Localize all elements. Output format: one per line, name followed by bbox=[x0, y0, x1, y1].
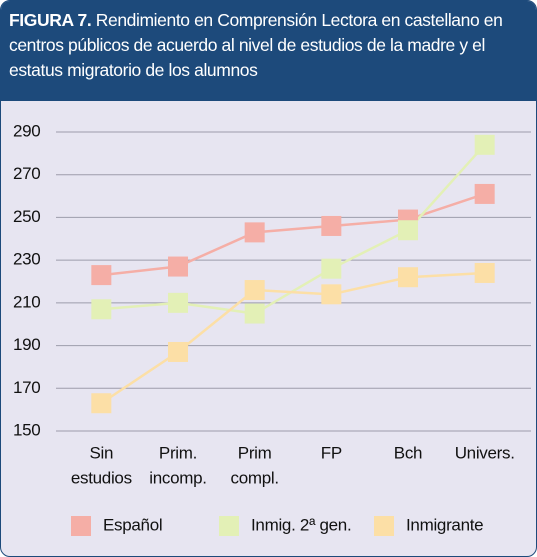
x-tick-label: Sin bbox=[89, 443, 113, 462]
x-tick-label: Prim. bbox=[159, 443, 197, 462]
y-tick-label: 230 bbox=[13, 250, 40, 269]
marker bbox=[474, 134, 495, 155]
marker bbox=[398, 220, 418, 241]
y-tick-label: 170 bbox=[13, 378, 40, 397]
y-tick-label: 290 bbox=[13, 121, 40, 140]
legend-label: Inmigrante bbox=[406, 515, 483, 534]
x-tick-label: estudios bbox=[71, 468, 132, 487]
chart-title: Rendimiento en Comprensión Lectora en ca… bbox=[9, 10, 503, 80]
x-tick-label: incomp. bbox=[149, 468, 206, 487]
marker bbox=[168, 292, 188, 313]
marker bbox=[321, 215, 342, 236]
marker bbox=[91, 265, 112, 286]
x-tick-label: compl. bbox=[231, 468, 279, 487]
header: FIGURA 7. Rendimiento en Comprensión Lec… bbox=[1, 1, 536, 101]
y-tick-label: 150 bbox=[13, 420, 40, 439]
y-tick-label: 190 bbox=[13, 335, 40, 354]
marker bbox=[168, 341, 188, 362]
x-tick-label: Bch bbox=[394, 443, 422, 462]
marker bbox=[91, 299, 112, 320]
y-tick-label: 210 bbox=[13, 292, 40, 311]
legend-swatch bbox=[219, 516, 239, 536]
marker bbox=[474, 262, 495, 283]
figure-label: FIGURA 7. bbox=[9, 10, 92, 30]
marker bbox=[244, 303, 265, 324]
x-tick-label: Prim bbox=[238, 443, 272, 462]
marker bbox=[168, 256, 188, 277]
legend-swatch bbox=[71, 516, 91, 536]
marker bbox=[244, 280, 265, 301]
marker bbox=[321, 284, 342, 305]
legend-label: Español bbox=[103, 515, 162, 534]
marker bbox=[321, 258, 342, 279]
y-tick-label: 250 bbox=[13, 207, 40, 226]
series-line bbox=[101, 192, 486, 277]
legend-swatch bbox=[374, 516, 394, 536]
marker bbox=[398, 267, 418, 288]
y-tick-label: 270 bbox=[13, 164, 40, 183]
marker bbox=[91, 393, 112, 414]
series-line bbox=[100, 271, 485, 405]
marker bbox=[244, 222, 265, 243]
x-tick-label: FP bbox=[321, 443, 342, 462]
marker bbox=[474, 183, 495, 204]
legend-label: Inmig. 2ª gen. bbox=[251, 515, 351, 534]
x-tick-label: Univers. bbox=[455, 443, 515, 462]
